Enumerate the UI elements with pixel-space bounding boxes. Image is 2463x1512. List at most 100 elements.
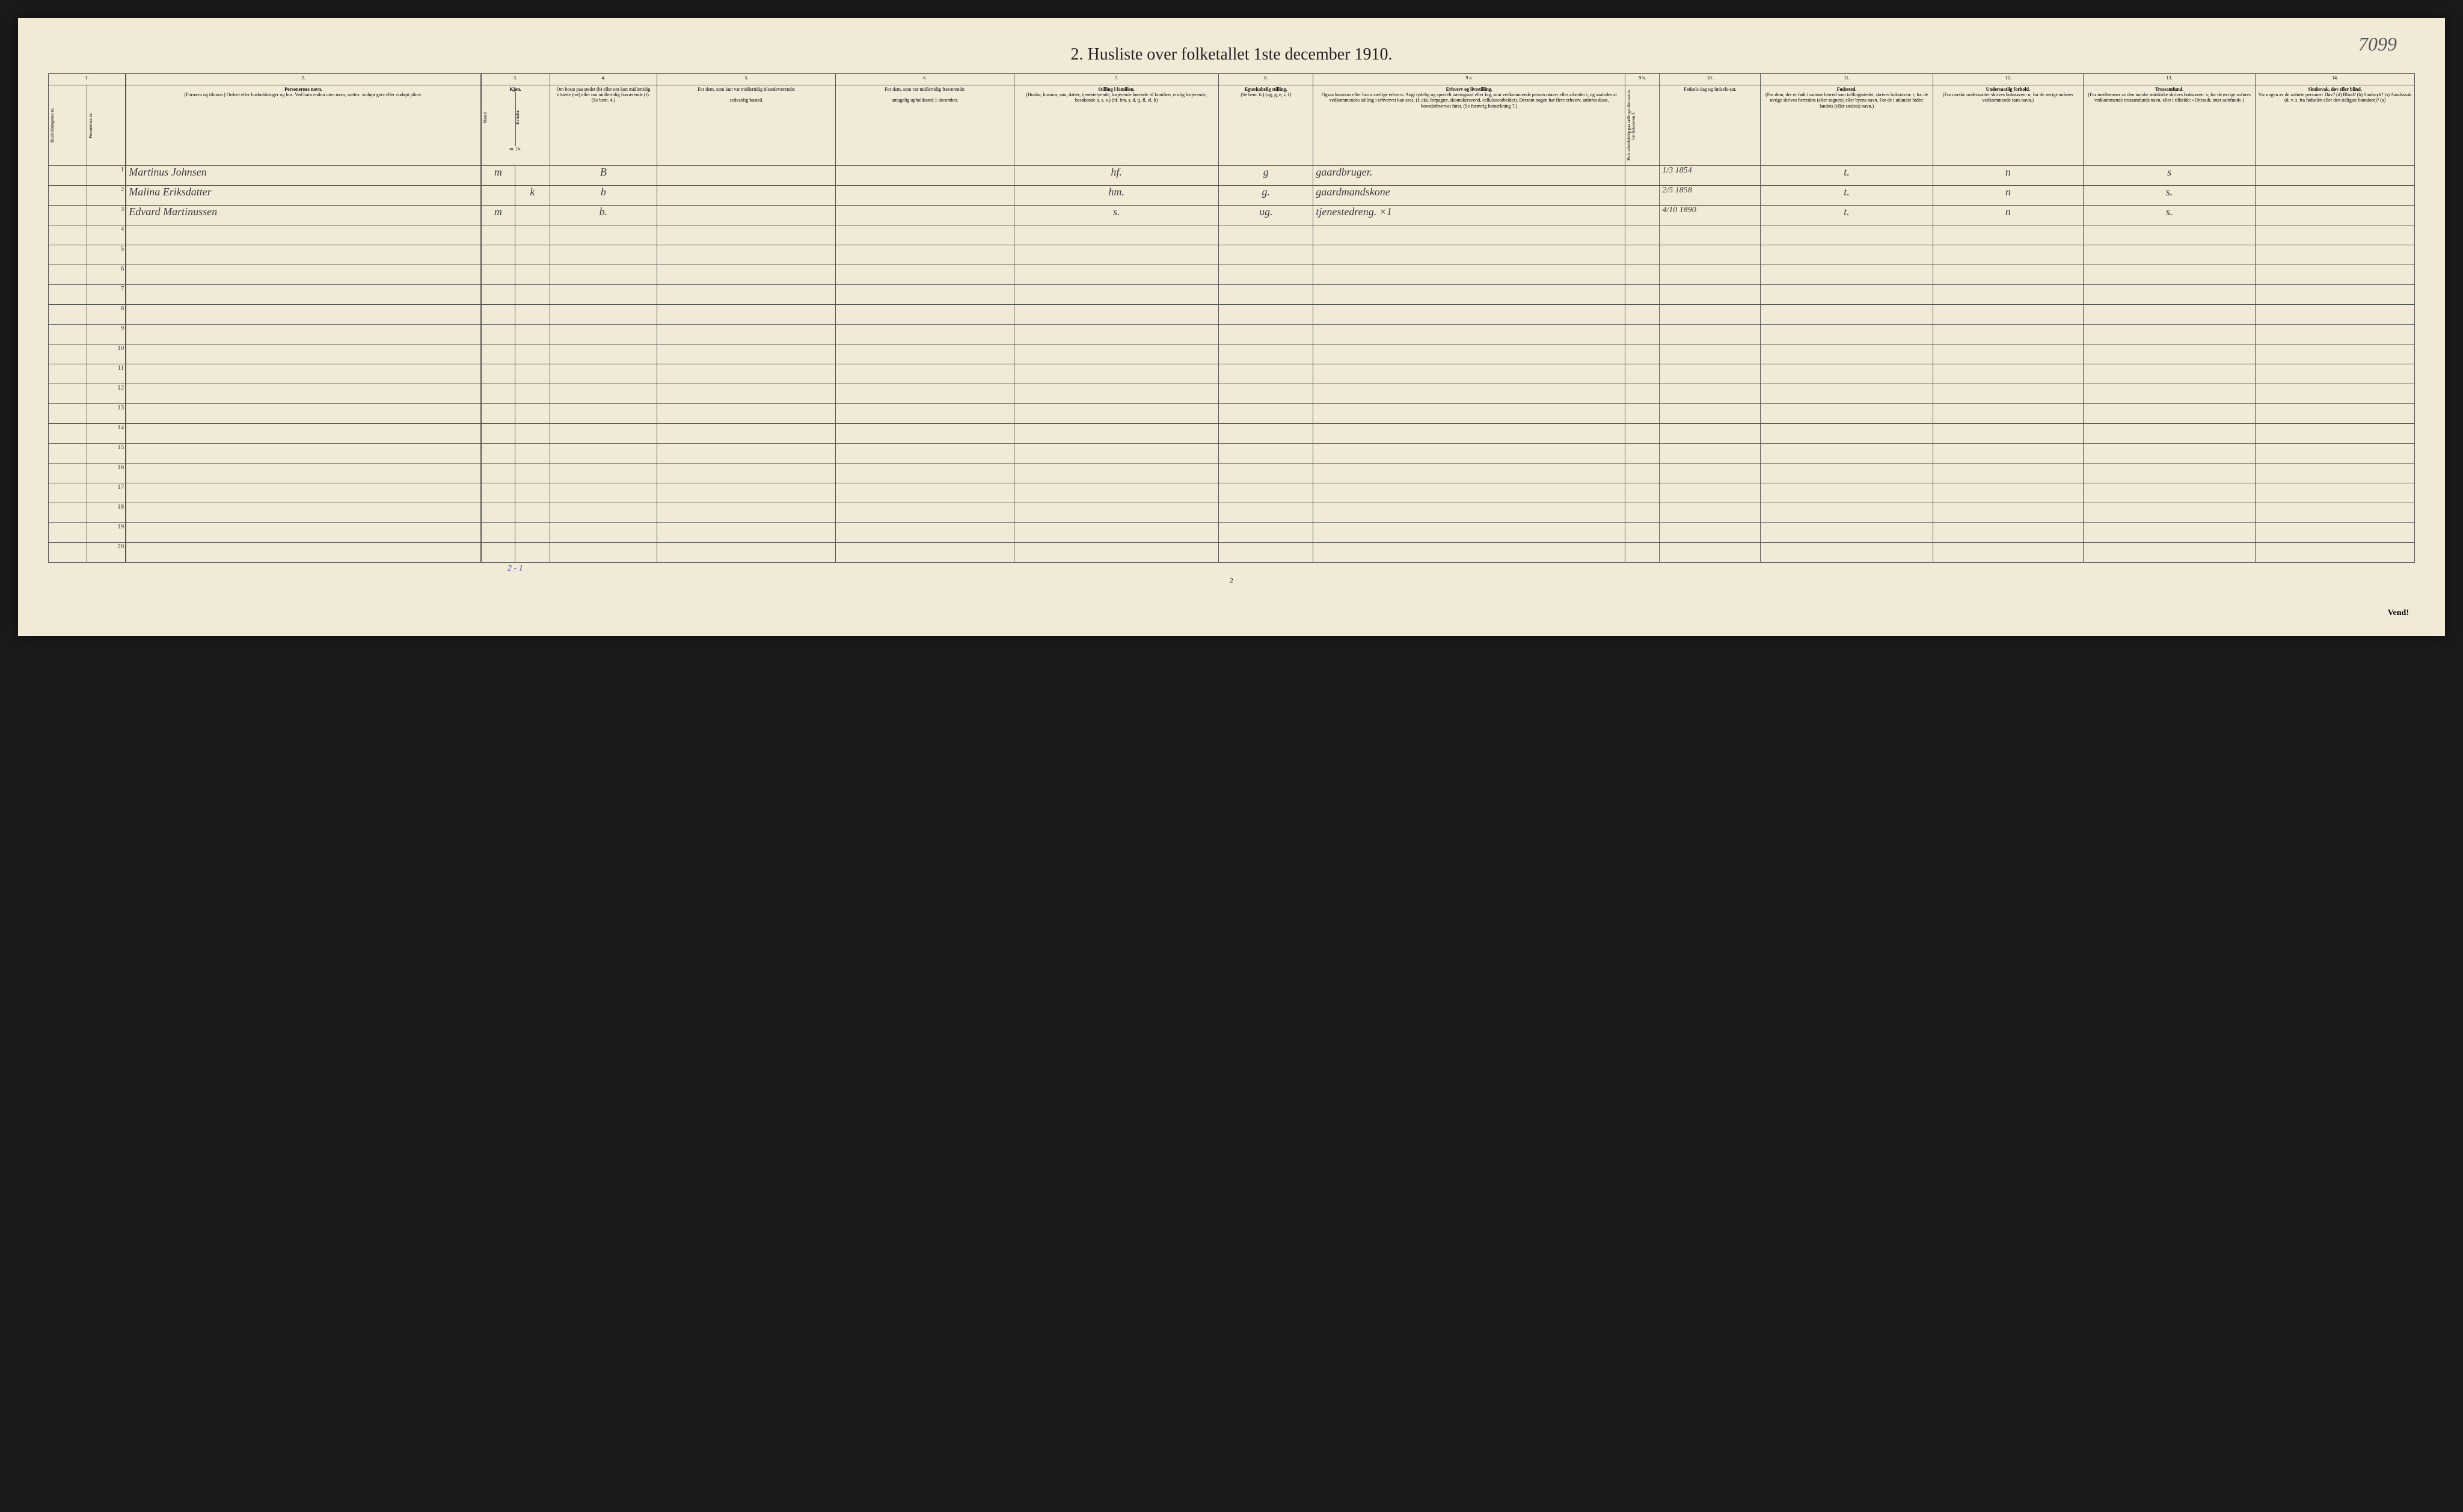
midl-tilstede: [657, 305, 836, 325]
midl-tilstede: [657, 424, 836, 444]
bosat: [550, 523, 657, 543]
bosat: [550, 503, 657, 523]
sindssvak: [2256, 364, 2415, 384]
fodested: [1761, 543, 1933, 563]
midl-fravar: [836, 325, 1014, 344]
hdr-midl-fravar: For dem, som var midlertidig fraværende:…: [836, 85, 1014, 166]
midl-fravar: [836, 404, 1014, 424]
midl-fravar: [836, 206, 1014, 225]
hdr-navn: Personernes navn. (Fornavn og tilnavn.) …: [126, 85, 480, 166]
sex-m: [481, 464, 515, 483]
undersaat: [1933, 305, 2083, 325]
egteskab: [1219, 503, 1313, 523]
undersaat: n: [1933, 186, 2083, 206]
row-number: 6: [87, 265, 126, 285]
row-number: 17: [87, 483, 126, 503]
fodested: [1761, 285, 1933, 305]
trossamfund: [2084, 265, 2256, 285]
sindssvak: [2256, 503, 2415, 523]
stilling-familien: [1014, 364, 1219, 384]
fodselsdato: [1660, 464, 1761, 483]
egteskab: [1219, 285, 1313, 305]
egteskab: [1219, 464, 1313, 483]
erhverv: [1313, 265, 1625, 285]
census-page: 7099 2. Husliste over folketallet 1ste d…: [18, 18, 2445, 636]
midl-fravar: [836, 166, 1014, 186]
tally-row: 2 - 1: [49, 563, 2415, 575]
egteskab: [1219, 444, 1313, 464]
bosat: [550, 364, 657, 384]
trossamfund: [2084, 543, 2256, 563]
form-title: 2. Husliste over folketallet 1ste decemb…: [48, 45, 2415, 64]
fodested: [1761, 305, 1933, 325]
person-name: [126, 543, 480, 563]
trossamfund: [2084, 483, 2256, 503]
hdr-midl-tilstede: For dem, som kun var midlertidig tilsted…: [657, 85, 836, 166]
sex-k: [515, 344, 550, 364]
colnum-8: 8.: [1219, 74, 1313, 85]
fodested: [1761, 444, 1933, 464]
midl-tilstede: [657, 543, 836, 563]
fodselsdato: 1/3 1854: [1660, 166, 1761, 186]
arbeidsledig: [1625, 444, 1660, 464]
sex-k: [515, 523, 550, 543]
row-number: 10: [87, 344, 126, 364]
trossamfund: [2084, 285, 2256, 305]
fodselsdato: [1660, 344, 1761, 364]
erhverv: [1313, 245, 1625, 265]
midl-tilstede: [657, 364, 836, 384]
sex-k: [515, 206, 550, 225]
fodselsdato: [1660, 424, 1761, 444]
arbeidsledig: [1625, 225, 1660, 245]
stilling-familien: [1014, 325, 1219, 344]
midl-tilstede: [657, 166, 836, 186]
sindssvak: [2256, 483, 2415, 503]
row-number: 9: [87, 325, 126, 344]
midl-fravar: [836, 225, 1014, 245]
person-name: Martinus Johnsen: [126, 166, 480, 186]
sex-k: k: [515, 186, 550, 206]
fodselsdato: [1660, 523, 1761, 543]
colnum-14: 14.: [2256, 74, 2415, 85]
erhverv: [1313, 344, 1625, 364]
trossamfund: s.: [2084, 206, 2256, 225]
trossamfund: [2084, 225, 2256, 245]
row-number: 19: [87, 523, 126, 543]
erhverv: [1313, 503, 1625, 523]
tally-count: 2 - 1: [481, 563, 550, 575]
midl-tilstede: [657, 225, 836, 245]
row-number: 11: [87, 364, 126, 384]
stilling-familien: [1014, 483, 1219, 503]
stilling-familien: [1014, 464, 1219, 483]
table-row: 20: [49, 543, 2415, 563]
erhverv: [1313, 285, 1625, 305]
sindssvak: [2256, 325, 2415, 344]
bosat: [550, 483, 657, 503]
stilling-familien: [1014, 245, 1219, 265]
stilling-familien: [1014, 285, 1219, 305]
person-name: [126, 364, 480, 384]
fodselsdato: [1660, 285, 1761, 305]
sex-m: [481, 503, 515, 523]
trossamfund: [2084, 344, 2256, 364]
printed-page-number: 2: [48, 577, 2415, 584]
stilling-familien: [1014, 225, 1219, 245]
fodested: [1761, 325, 1933, 344]
person-name: [126, 325, 480, 344]
bosat: [550, 285, 657, 305]
colnum-4: 4.: [550, 74, 657, 85]
person-name: [126, 503, 480, 523]
arbeidsledig: [1625, 305, 1660, 325]
midl-fravar: [836, 503, 1014, 523]
egteskab: [1219, 344, 1313, 364]
trossamfund: [2084, 523, 2256, 543]
fodested: t.: [1761, 206, 1933, 225]
table-row: 12: [49, 384, 2415, 404]
sex-m: [481, 305, 515, 325]
hdr-stilling-familien: Stilling i familien. (Husfar, husmor, sø…: [1014, 85, 1219, 166]
fodested: [1761, 364, 1933, 384]
fodested: [1761, 245, 1933, 265]
sex-k: [515, 424, 550, 444]
hdr-egteskab: Egteskabelig stilling. (Se bem. 6.) (ug,…: [1219, 85, 1313, 166]
midl-fravar: [836, 523, 1014, 543]
